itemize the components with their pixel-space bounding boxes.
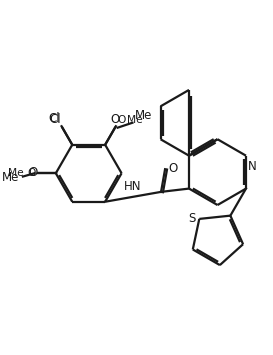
Text: O: O xyxy=(117,115,126,125)
Text: O: O xyxy=(110,113,120,126)
Text: HN: HN xyxy=(124,180,142,193)
Text: O: O xyxy=(168,162,178,175)
Text: Me: Me xyxy=(8,168,24,178)
Text: N: N xyxy=(248,160,257,173)
Text: O: O xyxy=(28,166,38,179)
Text: Me: Me xyxy=(135,109,152,122)
Text: O: O xyxy=(28,168,36,178)
Text: Me: Me xyxy=(2,171,20,184)
Text: S: S xyxy=(188,212,195,225)
Text: Me: Me xyxy=(127,115,143,125)
Text: Cl: Cl xyxy=(48,111,60,125)
Text: Cl: Cl xyxy=(49,113,61,126)
